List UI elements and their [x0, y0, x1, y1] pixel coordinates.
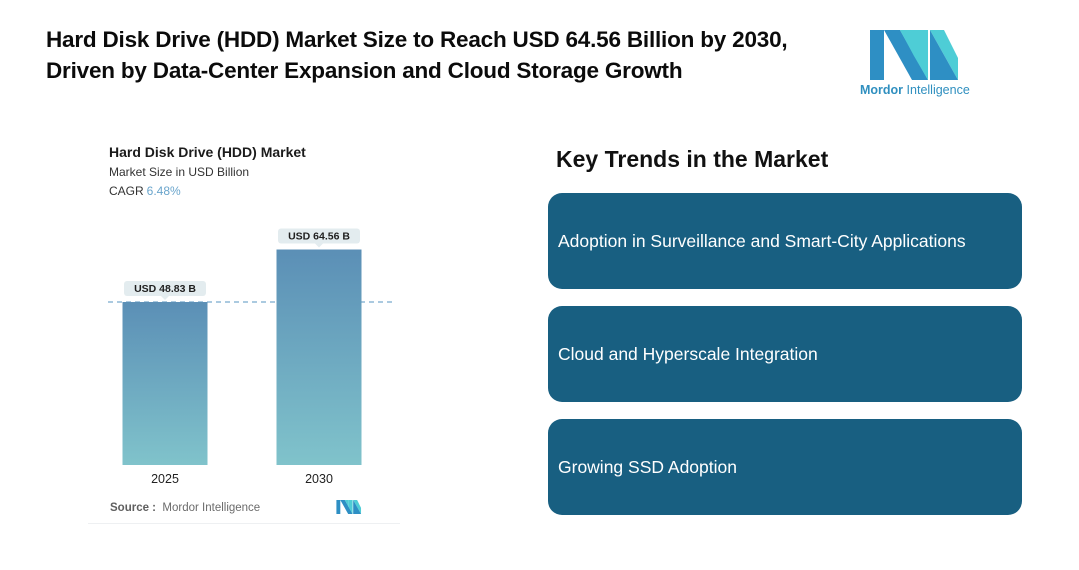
x-tick-label: 2030 — [305, 472, 333, 486]
brand-logo: Mordor Intelligence — [860, 30, 972, 100]
trends-title: Key Trends in the Market — [556, 146, 829, 172]
chart-cagr: CAGR 6.48% — [109, 184, 181, 198]
trend-card: Growing SSD Adoption — [548, 419, 1022, 515]
mordor-intelligence-logo-icon — [870, 30, 958, 80]
bar-2030 — [276, 249, 362, 465]
chart-title: Hard Disk Drive (HDD) Market — [109, 144, 306, 160]
chart-subtitle: Market Size in USD Billion — [109, 165, 250, 179]
value-label: USD 64.56 B — [288, 231, 350, 243]
value-label-pointer — [161, 296, 169, 301]
value-label: USD 48.83 B — [134, 283, 196, 295]
value-label-pointer — [315, 243, 323, 248]
trend-label: Growing SSD Adoption — [558, 457, 737, 477]
trend-card: Adoption in Surveillance and Smart-City … — [548, 193, 1022, 289]
x-tick-label: 2025 — [151, 472, 179, 486]
chart-source: Source : Mordor Intelligence — [110, 502, 261, 514]
bar-chart: USD 48.83 B 2025 USD 64.56 B 2030 — [108, 228, 393, 486]
mordor-mini-logo-icon — [336, 500, 362, 514]
chart-card: USD 48.83 B 2025 USD 64.56 B 2030 Hard Disk… — [88, 128, 400, 524]
cagr-value: 6.48% — [146, 184, 181, 198]
headline: Hard Disk Drive (HDD) Market Size to Rea… — [46, 27, 788, 83]
trend-card: Cloud and Hyperscale Integration — [548, 306, 1022, 402]
bar-2025 — [122, 302, 208, 465]
trend-label: Adoption in Surveillance and Smart-City … — [558, 231, 966, 251]
brand-name: Mordor Intelligence — [860, 83, 970, 97]
value-label-bg — [278, 228, 360, 244]
value-label-bg — [124, 281, 206, 297]
trend-label: Cloud and Hyperscale Integration — [558, 344, 818, 364]
